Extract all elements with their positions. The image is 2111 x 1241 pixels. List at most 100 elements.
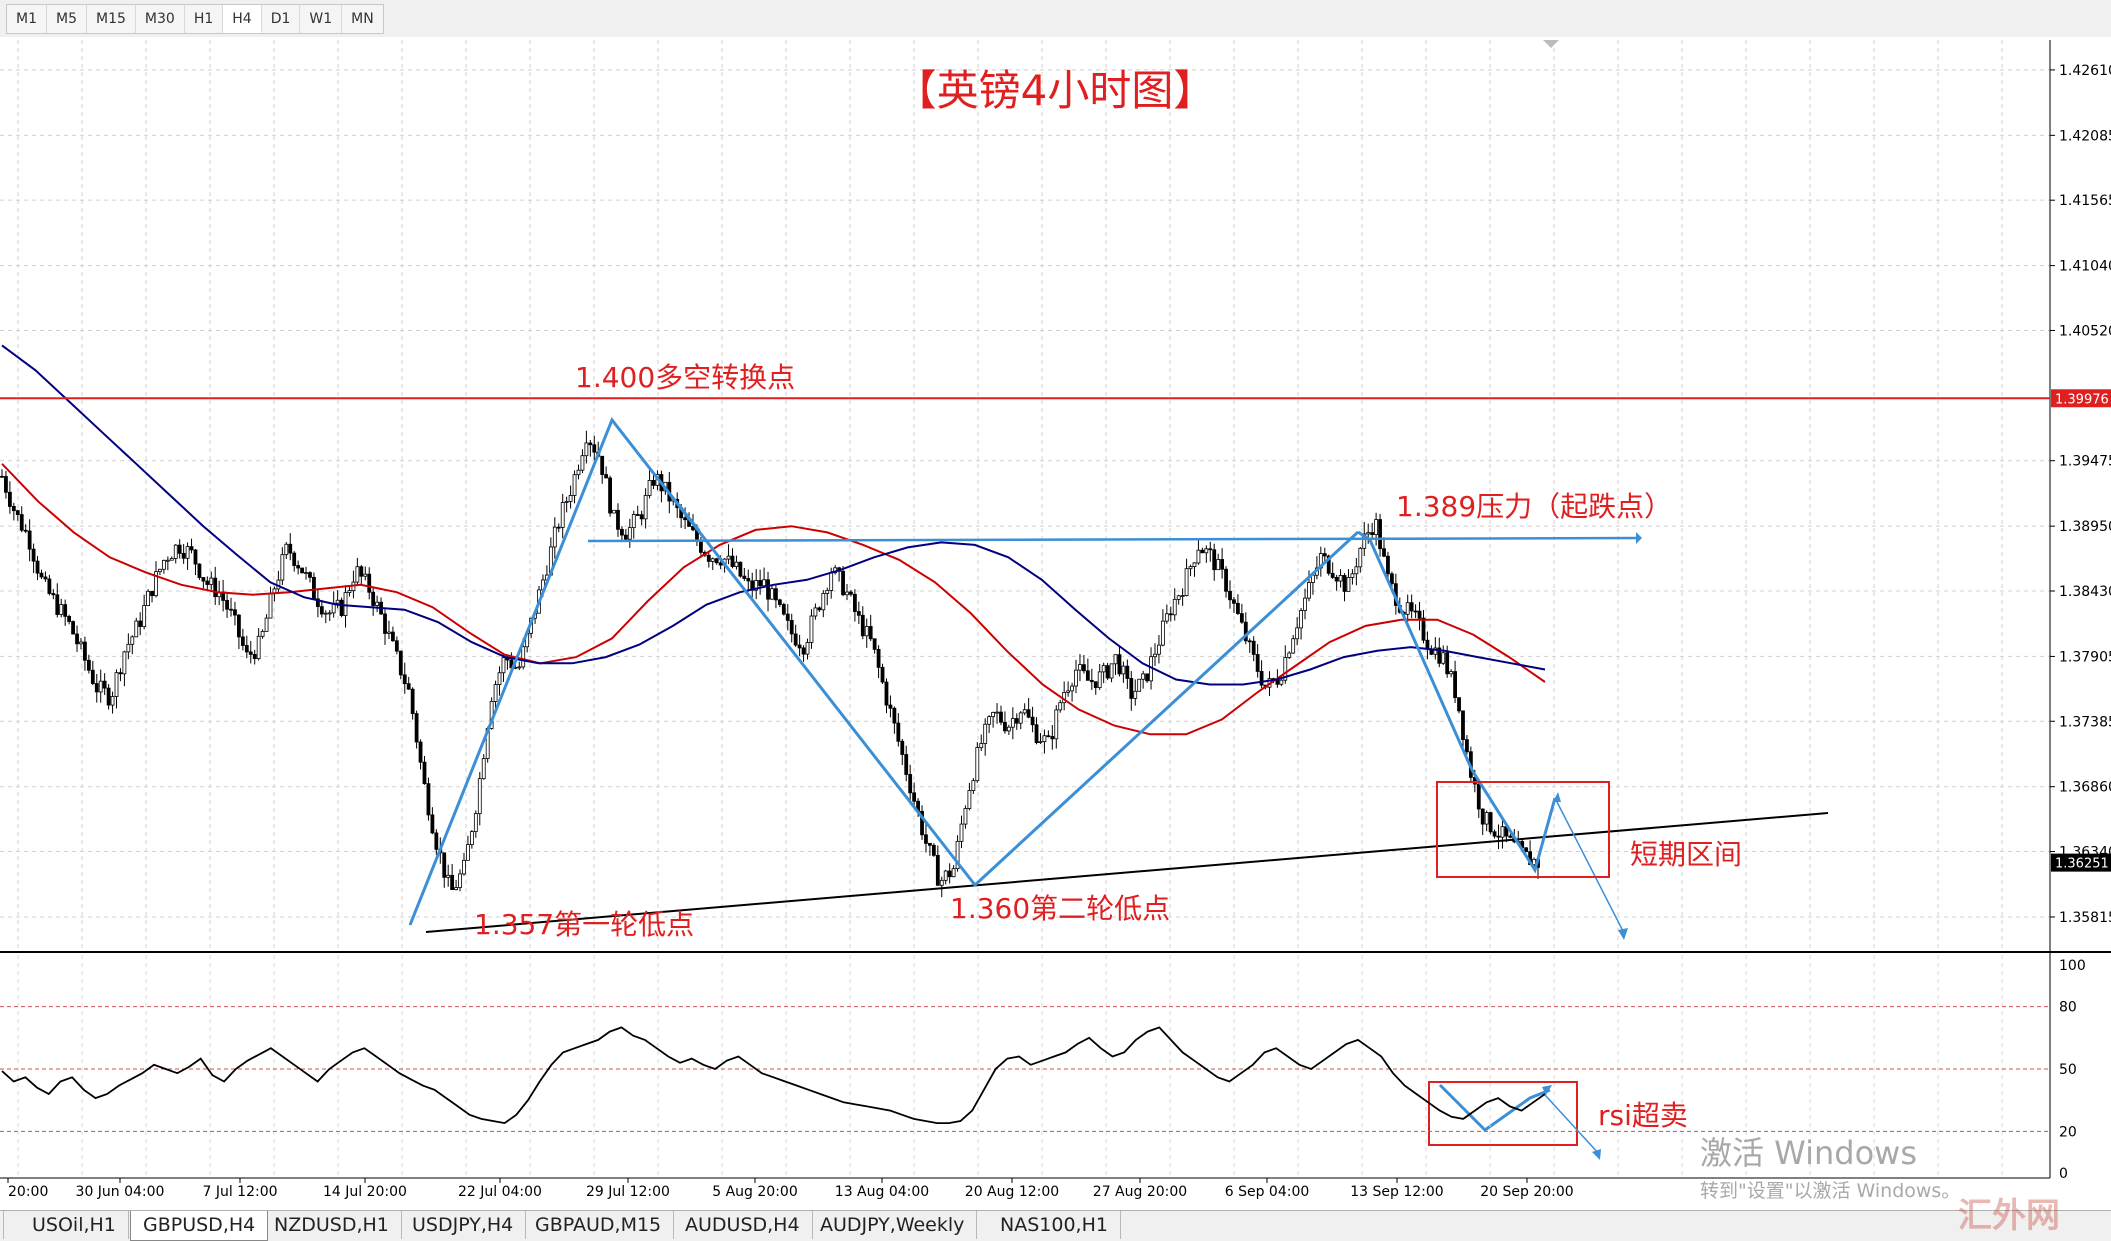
candle-body [1018,712,1023,724]
time-tick-label: 14 Jul 20:00 [323,1184,407,1200]
candle-body [296,565,301,569]
tab-usdjpy-h4[interactable]: USDJPY,H4 [400,1211,527,1239]
candle-body [327,612,332,615]
candle-body [1449,671,1454,675]
tab-hidden-left[interactable] [0,1211,4,1239]
candle-body [363,573,368,577]
candle-body [31,548,36,562]
candle-body [1508,835,1513,838]
candle-body [1382,548,1386,557]
candle-body [466,844,470,861]
candle-body [718,562,723,566]
candle-body [951,868,956,878]
candle-body [146,590,150,606]
candle-body [0,475,4,478]
candle-body [821,593,826,611]
candle-body [1085,670,1090,681]
candle-body [1441,652,1446,664]
candle-body [1287,652,1292,658]
candle-body [1058,702,1063,711]
candle-body [280,554,285,581]
price-tick-label: 1.38950 [2059,519,2111,535]
tab-nzdusd-h1[interactable]: NZDUSD,H1 [262,1211,402,1239]
candle-body [134,620,139,638]
timeframe-m5[interactable]: M5 [47,5,87,33]
candle-body [560,502,565,528]
candle-body [1259,671,1264,686]
timeframe-h4[interactable]: H4 [223,5,262,33]
tab-gbpusd-h4[interactable]: GBPUSD,H4 [130,1211,269,1241]
candle-body [880,666,885,683]
candle-body [205,580,210,585]
candle-body [852,593,857,612]
rsi-tick-label: 0 [2059,1166,2068,1182]
tab-gbpaud-m15[interactable]: GBPAUD,M15 [523,1211,675,1239]
candle-body [1097,671,1102,688]
candle-body [849,591,853,595]
candle-body [158,568,162,573]
candle-body [845,591,849,596]
candle-body [1006,726,1011,732]
timeframe-d1[interactable]: D1 [262,5,301,33]
candle-body [1453,671,1457,699]
candle-body [1236,602,1240,614]
price-tick-label: 1.39475 [2059,454,2111,470]
chart-canvas[interactable]: 1.42610 1.42085 1.41565 1.41040 1.40520 1.394… [0,0,2111,1210]
timeframe-m30[interactable]: M30 [136,5,185,33]
timeframe-mn[interactable]: MN [351,11,374,27]
candle-body [161,559,166,570]
candle-body [564,501,569,503]
candle-body [1295,627,1300,640]
tab-audjpy-weekly[interactable]: AUDJPY,Weekly [808,1211,978,1239]
candle-body [165,559,170,562]
candle-body [493,684,498,702]
time-tick-label: 13 Aug 04:00 [835,1184,929,1200]
candle-body [339,599,344,616]
tab-nas100-h1[interactable]: NAS100,H1 [988,1211,1121,1239]
candle-body [1425,639,1430,650]
candle-body [1153,653,1157,658]
candle-body [312,576,316,600]
candle-body [1307,582,1311,599]
candle-body [118,672,123,675]
price-tick-label: 1.42085 [2059,128,2111,144]
tab-usoil-h1[interactable]: USOil,H1 [20,1211,129,1239]
timeframe-h1[interactable]: H1 [185,5,224,33]
candle-body [1157,644,1161,655]
candle-body [588,442,593,446]
candle-body [817,607,822,611]
timeframe-m1[interactable]: M1 [7,5,47,33]
candle-body [1014,718,1019,724]
candle-body [1038,741,1043,744]
time-tick-label: 30 Jun 04:00 [76,1184,165,1200]
candle-body [450,874,455,891]
candle-body [284,543,289,556]
time-tick-label: 27 Aug 20:00 [1093,1184,1187,1200]
candle-body [1184,568,1189,596]
candle-body [177,544,182,554]
wave-lines-decline [1357,530,1557,874]
candle-body [754,580,759,591]
candle-body [1224,568,1228,592]
timeframe-button-group: M1 M5 M15 M30 H1 H4 D1 W1 MN [6,4,384,34]
candle-body [1465,739,1469,753]
candle-body [1034,724,1039,744]
rsi-wave [1438,1083,1551,1132]
candle-body [789,620,794,635]
candle-body [1354,566,1359,575]
candle-body [801,647,806,655]
candle-body [1196,549,1201,564]
candle-body [98,680,103,693]
time-tick-label: 5 Aug 20:00 [712,1184,798,1200]
timeframe-m15[interactable]: M15 [87,5,136,33]
candle-body [1445,652,1450,675]
candle-body [1066,690,1071,693]
candle-body [1109,663,1114,679]
candle-body [1362,533,1367,549]
candle-body [576,469,581,476]
candle-body [841,570,845,596]
candle-body [943,870,948,881]
timeframe-w1[interactable]: W1 [300,5,343,33]
tab-audusd-h4[interactable]: AUDUSD,H4 [673,1211,813,1239]
time-tick-label: 29 Jul 12:00 [586,1184,670,1200]
